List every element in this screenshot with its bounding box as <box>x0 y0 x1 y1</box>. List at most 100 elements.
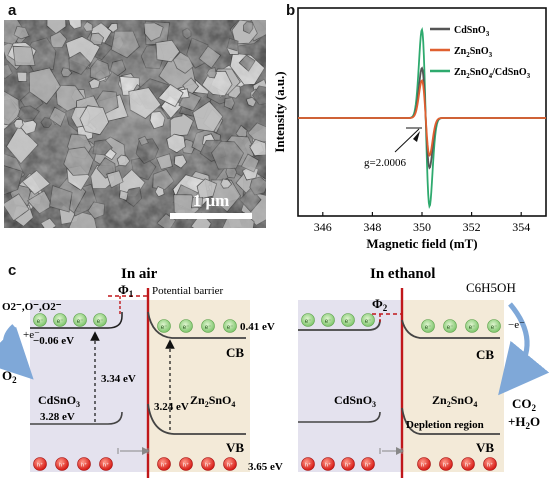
electron-label: e⁻ <box>365 319 372 325</box>
air-diagram: In air Φ1 Potential barrier O2⁻,O⁻,O2⁻ +… <box>0 266 283 478</box>
electron-label: e⁻ <box>491 325 498 331</box>
electron <box>321 313 335 327</box>
electron <box>443 319 457 333</box>
air-vb-left <box>30 411 123 425</box>
epr-series <box>298 27 546 209</box>
air-cb-right <box>147 311 246 339</box>
eth-co2-label: CO2 <box>512 396 537 413</box>
hole-label: h⁺ <box>325 462 331 469</box>
hole <box>179 457 193 471</box>
air-holes: h⁺ h⁺ h⁺ h⁺ h⁺ h⁺ h⁺ h⁺ <box>33 457 237 471</box>
x-tick-label: 348 <box>363 220 381 234</box>
air-gap-right-value: 3.24 eV <box>154 401 189 413</box>
hole <box>201 457 215 471</box>
eth-right-material: Zn2SnO4 <box>432 393 477 409</box>
hole-label: h⁺ <box>37 462 43 469</box>
hole-label: h⁺ <box>81 462 87 469</box>
air-cb-left-value: −0.06 eV <box>33 335 74 347</box>
eth-vb-label: VB <box>476 440 494 455</box>
electron <box>361 313 375 327</box>
electron-label: e⁻ <box>97 319 104 325</box>
hole-label: h⁺ <box>365 462 371 469</box>
air-gap-left-value: 3.34 eV <box>101 373 136 385</box>
electron <box>93 313 107 327</box>
electron-label: e⁻ <box>469 325 476 331</box>
air-title: In air <box>121 266 158 282</box>
eth-h2o-label: +H2O <box>508 414 540 431</box>
scale-bar-label: 1 μm <box>193 191 230 210</box>
hole-label: h⁺ <box>421 462 427 469</box>
hole <box>439 457 453 471</box>
x-tick-label: 354 <box>512 220 530 234</box>
eth-gas-label: C6H5OH <box>466 280 516 295</box>
electron <box>487 319 501 333</box>
electron-label: e⁻ <box>161 325 168 331</box>
electron <box>157 319 171 333</box>
eth-left-material: CdSnO3 <box>334 393 376 409</box>
hole <box>33 457 47 471</box>
eth-depletion-label: Depletion region <box>406 419 484 431</box>
hole-label: h⁺ <box>205 462 211 469</box>
air-cb-left <box>30 312 123 329</box>
electron <box>421 319 435 333</box>
electron <box>341 313 355 327</box>
eth-vb-left <box>298 411 381 423</box>
air-barrier-label: Potential barrier <box>152 285 224 297</box>
hole <box>461 457 475 471</box>
electron-label: e⁻ <box>227 325 234 331</box>
eth-electron-out: −e⁻ <box>508 319 525 331</box>
sem-micrograph: 1 μm <box>4 20 266 228</box>
panel-label-c: c <box>8 262 17 279</box>
electron-label: e⁻ <box>77 319 84 325</box>
electron <box>223 319 237 333</box>
air-oxygen-species: O2⁻,O⁻,O2⁻ <box>2 301 62 313</box>
hole-label: h⁺ <box>345 462 351 469</box>
electron-label: e⁻ <box>425 325 432 331</box>
panel-label-b: b <box>286 2 296 19</box>
hole-label: h⁺ <box>59 462 65 469</box>
annotation-arrowhead <box>413 131 420 142</box>
electron-label: e⁻ <box>447 325 454 331</box>
electron-label: e⁻ <box>325 319 332 325</box>
legend-label: CdSnO3 <box>454 25 490 38</box>
eth-cb-label: CB <box>476 347 494 362</box>
hole-label: h⁺ <box>161 462 167 469</box>
air-electron-in: +e⁻ <box>23 329 40 341</box>
eth-cb-right <box>401 319 500 339</box>
x-axis-ticks: 346 348 350 352 354 <box>314 212 530 234</box>
air-vb-right-value: 3.65 eV <box>248 461 283 473</box>
eth-electrons: e⁻ e⁻ e⁻ e⁻ e⁻ e⁻ e⁻ e⁻ <box>301 313 501 333</box>
air-vb-right <box>147 403 246 435</box>
electron <box>465 319 479 333</box>
hole <box>321 457 335 471</box>
electron <box>53 313 67 327</box>
legend-label: Zn2SnO3 <box>454 46 493 59</box>
band-diagram: In air Φ1 Potential barrier O2⁻,O⁻,O2⁻ +… <box>0 266 550 478</box>
air-cb-label: CB <box>226 345 244 360</box>
hole-label: h⁺ <box>103 462 109 469</box>
air-vb-left-value: 3.28 eV <box>40 411 75 423</box>
electron-label: e⁻ <box>183 325 190 331</box>
electron-label: e⁻ <box>57 319 64 325</box>
x-tick-label: 350 <box>413 220 431 234</box>
hole <box>77 457 91 471</box>
eth-vb-right <box>401 407 500 435</box>
electron <box>33 313 47 327</box>
hole-label: h⁺ <box>443 462 449 469</box>
epr-line-1 <box>298 79 546 157</box>
air-o2-adsorption-arrow <box>0 324 34 380</box>
electron-label: e⁻ <box>345 319 352 325</box>
electron-label: e⁻ <box>37 319 44 325</box>
hole-label: h⁺ <box>227 462 233 469</box>
y-axis-label: Intensity (a.u.) <box>272 71 287 152</box>
panel-label-a: a <box>8 2 17 19</box>
eth-holes: h⁺ h⁺ h⁺ h⁺ h⁺ h⁺ h⁺ h⁺ <box>301 457 497 471</box>
air-electrons: e⁻ e⁻ e⁻ e⁻ e⁻ e⁻ e⁻ e⁻ <box>33 313 237 333</box>
hole <box>301 457 315 471</box>
eth-cdsno3-region <box>298 300 402 472</box>
electron <box>201 319 215 333</box>
epr-chart: 346 348 350 352 354 CdSnO3 Zn2SnO3 Zn2SnO4/CdS… <box>272 7 547 251</box>
scale-bar <box>170 213 252 219</box>
hole-label: h⁺ <box>487 462 493 469</box>
hole <box>223 457 237 471</box>
